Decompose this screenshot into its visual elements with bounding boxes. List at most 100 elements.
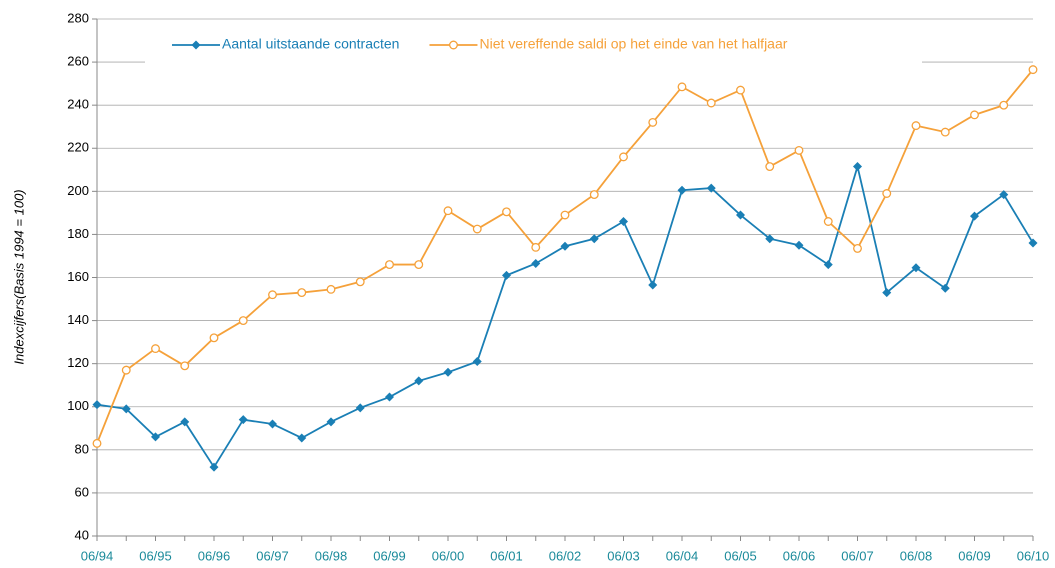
- data-point: [999, 100, 1009, 110]
- data-point: [794, 145, 804, 155]
- data-point: [502, 270, 511, 280]
- data-point: [706, 98, 716, 108]
- data-point: [970, 110, 979, 120]
- x-tick-label: 06/03: [607, 548, 640, 563]
- data-point: [765, 162, 775, 172]
- legend-marker: [191, 40, 201, 50]
- data-point: [238, 316, 248, 326]
- data-point: [297, 433, 307, 443]
- data-point: [355, 403, 365, 413]
- data-point: [619, 216, 628, 226]
- y-tick-label: 60: [75, 484, 89, 499]
- data-point: [999, 190, 1009, 200]
- x-tick-label: 06/98: [315, 548, 348, 563]
- data-point: [472, 224, 482, 234]
- y-tick-label: 120: [67, 355, 89, 370]
- data-point: [736, 210, 745, 220]
- data-point: [443, 367, 453, 377]
- y-tick-label: 240: [67, 97, 89, 112]
- x-tick-label: 06/00: [432, 548, 465, 563]
- x-tick-label: 06/99: [373, 548, 406, 563]
- data-point: [882, 288, 892, 298]
- data-point: [1028, 238, 1038, 248]
- data-point: [531, 258, 541, 268]
- y-tick-label: 100: [67, 398, 89, 413]
- legend-label: Aantal uitstaande contracten: [222, 36, 399, 52]
- data-point: [326, 284, 336, 294]
- data-point: [297, 288, 307, 298]
- data-point: [940, 283, 950, 293]
- x-tick-label: 06/08: [900, 548, 933, 563]
- data-point: [268, 419, 277, 429]
- data-point: [472, 357, 482, 367]
- x-tick-label: 06/02: [549, 548, 582, 563]
- x-tick-label: 06/97: [256, 548, 289, 563]
- data-point: [648, 117, 658, 127]
- y-tick-label: 140: [67, 312, 89, 327]
- y-tick-label: 40: [75, 527, 89, 542]
- series-line: [96, 69, 1034, 444]
- y-axis-label: Indexcijfers(Basis 1994 = 100): [11, 189, 26, 364]
- x-tick-label: 06/95: [139, 548, 172, 563]
- data-point: [326, 417, 336, 427]
- y-tick-label: 280: [67, 10, 89, 25]
- data-point: [385, 260, 394, 270]
- data-point: [823, 260, 833, 270]
- y-tick-label: 220: [67, 140, 89, 155]
- data-point: [736, 85, 745, 95]
- data-point: [940, 127, 950, 137]
- data-point: [238, 415, 248, 425]
- y-tick-label: 160: [67, 269, 89, 284]
- x-tick-label: 06/06: [783, 548, 816, 563]
- data-point: [560, 210, 570, 220]
- data-point: [882, 189, 892, 198]
- x-tick-label: 06/96: [198, 548, 231, 563]
- y-tick-label: 260: [67, 54, 89, 69]
- x-tick-label: 06/05: [724, 548, 757, 563]
- legend-marker: [449, 40, 458, 50]
- x-tick-label: 06/10: [1017, 548, 1050, 563]
- data-point: [151, 344, 160, 354]
- data-point: [970, 211, 979, 221]
- data-point: [619, 152, 628, 162]
- y-tick-label: 180: [67, 226, 89, 241]
- data-point: [589, 234, 599, 244]
- data-point: [121, 365, 131, 375]
- y-tick-label: 80: [75, 441, 89, 456]
- data-point: [268, 290, 277, 300]
- data-point: [648, 280, 658, 290]
- data-point: [92, 438, 102, 448]
- data-point: [911, 121, 921, 131]
- data-point: [151, 432, 160, 442]
- data-point: [209, 333, 219, 343]
- x-tick-label: 06/07: [841, 548, 874, 563]
- data-point: [414, 376, 424, 386]
- data-point: [765, 234, 775, 244]
- legend-label: Niet vereffende saldi op het einde van h…: [479, 36, 787, 52]
- data-point: [794, 240, 804, 250]
- data-point: [502, 207, 511, 217]
- data-point: [823, 217, 833, 226]
- data-point: [589, 190, 599, 200]
- x-tick-label: 06/09: [958, 548, 991, 563]
- data-point: [911, 263, 921, 273]
- data-point: [180, 361, 190, 371]
- data-point: [677, 185, 687, 195]
- data-point: [853, 162, 862, 172]
- y-tick-label: 200: [67, 183, 89, 198]
- data-point: [92, 400, 102, 410]
- data-point: [677, 82, 687, 92]
- data-point: [853, 243, 862, 253]
- x-tick-label: 06/04: [666, 548, 699, 563]
- data-point: [180, 417, 190, 427]
- data-point: [355, 277, 365, 287]
- data-point: [706, 183, 716, 193]
- legend-box: [145, 30, 922, 63]
- data-point: [414, 260, 424, 270]
- data-point: [531, 242, 541, 252]
- data-point: [443, 206, 453, 216]
- data-point: [121, 404, 131, 414]
- data-point: [385, 392, 394, 402]
- data-point: [560, 241, 570, 251]
